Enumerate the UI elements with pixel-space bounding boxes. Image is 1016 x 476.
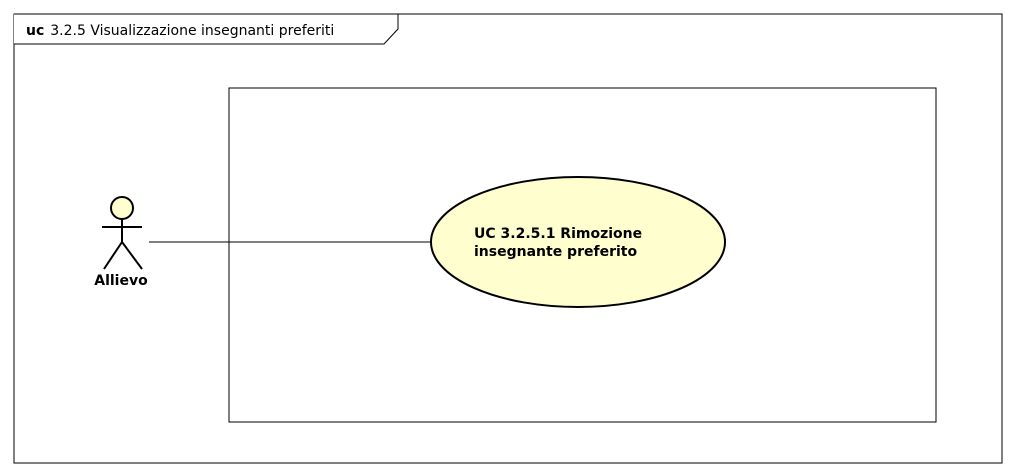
use-case-label-line1: UC 3.2.5.1 Rimozione [474,226,642,242]
actor-left-leg [103,241,123,270]
use-case-label-line2: insegnante preferito [474,244,637,260]
actor-right-leg [121,241,143,270]
use-case-rimozione: UC 3.2.5.1 Rimozione insegnante preferit… [430,176,726,308]
actor-allievo: Allievo [94,196,148,289]
frame-kind: uc [26,23,44,39]
use-case-label: UC 3.2.5.1 Rimozione insegnante preferit… [474,226,647,260]
frame-title: uc 3.2.5 Visualizzazione insegnanti prefe… [26,23,334,39]
use-case-ellipse [430,176,726,308]
actor-label: Allievo [94,273,148,289]
frame-name: 3.2.5 Visualizzazione insegnanti preferi… [50,23,334,39]
frame-title-tab [14,13,399,45]
actor-head [110,196,134,220]
